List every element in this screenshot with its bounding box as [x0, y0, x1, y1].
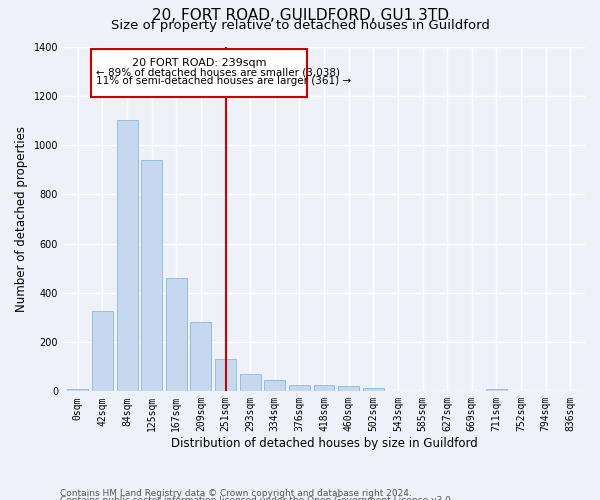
X-axis label: Distribution of detached houses by size in Guildford: Distribution of detached houses by size … — [170, 437, 478, 450]
Text: Contains HM Land Registry data © Crown copyright and database right 2024.: Contains HM Land Registry data © Crown c… — [60, 488, 412, 498]
Text: ← 89% of detached houses are smaller (3,038): ← 89% of detached houses are smaller (3,… — [96, 68, 340, 78]
Text: 20, FORT ROAD, GUILDFORD, GU1 3TD: 20, FORT ROAD, GUILDFORD, GU1 3TD — [151, 8, 449, 22]
Y-axis label: Number of detached properties: Number of detached properties — [15, 126, 28, 312]
Bar — [190, 322, 211, 392]
Bar — [239, 374, 260, 392]
Bar — [486, 389, 507, 392]
Bar — [314, 385, 334, 392]
Bar — [116, 120, 137, 392]
Text: 20 FORT ROAD: 239sqm: 20 FORT ROAD: 239sqm — [132, 58, 266, 68]
Bar — [338, 386, 359, 392]
Bar — [92, 312, 113, 392]
Bar — [166, 278, 187, 392]
Bar — [141, 160, 162, 392]
Text: 11% of semi-detached houses are larger (361) →: 11% of semi-detached houses are larger (… — [96, 76, 352, 86]
Bar — [67, 389, 88, 392]
Bar — [215, 360, 236, 392]
FancyBboxPatch shape — [91, 49, 307, 97]
Text: Contains public sector information licensed under the Open Government Licence v3: Contains public sector information licen… — [60, 496, 454, 500]
Bar — [363, 388, 384, 392]
Text: Size of property relative to detached houses in Guildford: Size of property relative to detached ho… — [110, 18, 490, 32]
Bar — [289, 385, 310, 392]
Bar — [265, 380, 285, 392]
